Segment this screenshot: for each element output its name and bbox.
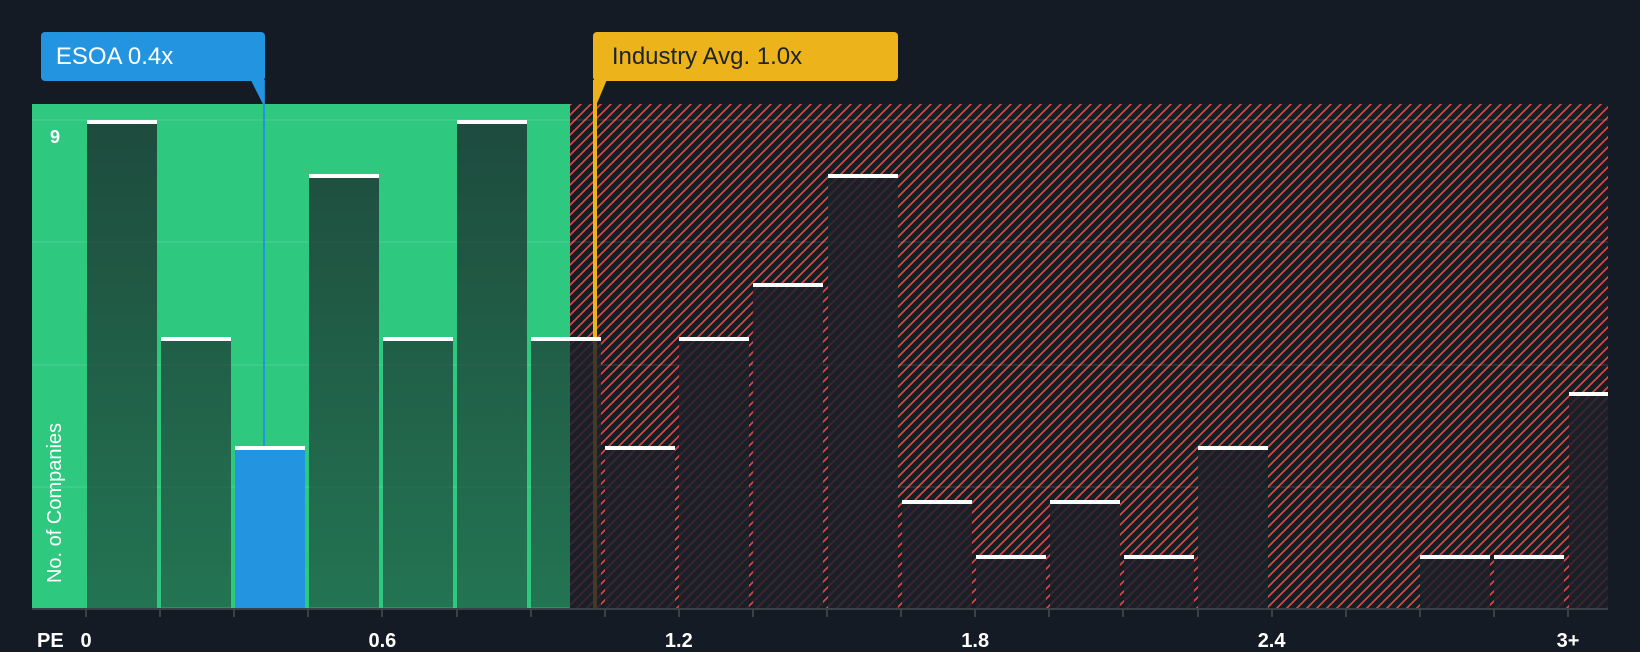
bar-value-cap (1568, 391, 1608, 396)
histogram-bar (679, 337, 750, 608)
x-axis-tick (1418, 610, 1421, 617)
x-axis-tick (1048, 610, 1051, 617)
histogram-bar (1198, 446, 1268, 608)
histogram-bar (901, 500, 972, 608)
x-axis-tick (85, 610, 87, 617)
bar-value-cap (827, 174, 898, 179)
bar-value-cap (1049, 500, 1120, 505)
y-axis-tick-label: 9 (50, 127, 61, 147)
histogram-bar (1049, 500, 1120, 608)
histogram-bar (1494, 554, 1565, 608)
x-axis-tick-label: 3+ (1556, 630, 1580, 652)
bar-value-cap (1494, 554, 1565, 559)
x-axis-tick (974, 610, 977, 617)
x-axis-tick (677, 610, 680, 617)
x-axis-title: PE (37, 630, 64, 652)
x-axis-tick (603, 610, 606, 617)
x-axis-tick (307, 610, 310, 617)
histogram-bar (570, 337, 602, 608)
x-axis-tick (455, 610, 458, 617)
histogram-bar (308, 174, 379, 608)
company-callout-pointer (250, 80, 265, 104)
industry-average-label: Industry Avg. 1.0x (611, 43, 803, 70)
company-marker-line (262, 104, 265, 609)
bar-value-cap (1123, 554, 1194, 559)
x-axis-tick (900, 610, 903, 617)
bar-value-cap (531, 337, 602, 342)
histogram-bar (605, 446, 676, 608)
histogram-bar (382, 337, 453, 608)
bar-value-cap (753, 283, 824, 287)
x-axis-tick (1492, 610, 1495, 617)
x-axis-line (32, 608, 1608, 610)
x-axis-tick-label: 0 (80, 630, 92, 652)
histogram-bar (86, 120, 157, 608)
x-axis-tick (529, 610, 532, 617)
histogram-bar (531, 337, 571, 608)
x-axis-tick-label: 0.6 (368, 630, 397, 652)
histogram-bar (975, 554, 1046, 608)
company-pe-callout: ESOA 0.4x (40, 32, 265, 81)
y-axis-title: No. of Companies (43, 422, 66, 584)
x-axis-tick-label: 1.8 (961, 630, 990, 652)
histogram-bar (753, 283, 824, 608)
histogram-bar (457, 120, 527, 608)
bar-value-cap (86, 120, 157, 124)
x-axis-tick-label: 1.2 (664, 630, 693, 652)
industry-callout-pointer (592, 80, 607, 104)
gridline (32, 241, 1608, 244)
x-axis-tick (751, 610, 754, 617)
histogram-bar (827, 174, 898, 608)
x-axis-tick (1122, 610, 1125, 617)
bar-value-cap (901, 500, 972, 505)
x-axis-tick (233, 610, 236, 617)
histogram-bar (1123, 554, 1194, 608)
company-pe-label: ESOA 0.4x (55, 43, 174, 70)
bar-value-cap (975, 554, 1046, 559)
histogram-bar (1568, 391, 1608, 608)
highlighted-bar-company (234, 446, 305, 608)
bar-value-cap (1420, 554, 1491, 559)
gridline (32, 119, 1608, 121)
bar-value-cap (605, 446, 676, 450)
histogram-bar (1420, 554, 1491, 608)
x-axis-tick (1567, 610, 1569, 617)
x-axis-tick (159, 610, 162, 617)
histogram-bar (160, 337, 231, 608)
x-axis-tick (1270, 610, 1273, 617)
bar-value-cap (160, 337, 231, 342)
bar-value-cap (234, 446, 305, 450)
x-axis-tick (826, 610, 828, 617)
bar-value-cap (308, 174, 379, 179)
x-axis-tick-label: 2.4 (1257, 630, 1286, 652)
bar-value-cap (1198, 446, 1268, 450)
x-axis-tick (381, 610, 384, 617)
bar-value-cap (382, 337, 453, 342)
industry-average-callout: Industry Avg. 1.0x (592, 32, 898, 81)
x-axis-tick (1344, 610, 1347, 617)
x-axis-tick (1196, 610, 1199, 617)
bar-value-cap (457, 120, 527, 124)
bar-value-cap (679, 337, 750, 342)
